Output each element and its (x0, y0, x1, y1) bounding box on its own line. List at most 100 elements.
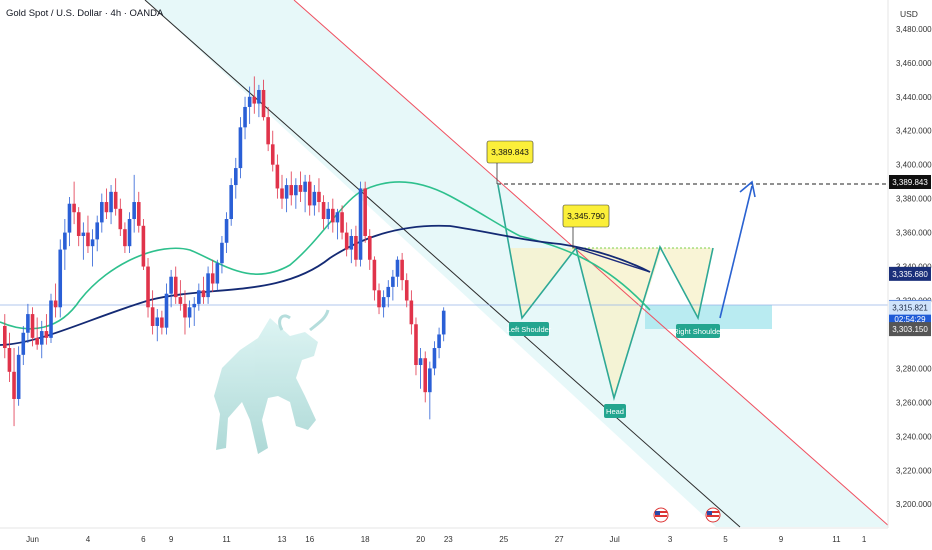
candle-body (238, 127, 243, 169)
candle (349, 229, 354, 264)
candle-body (187, 307, 192, 318)
candle-body (354, 235, 358, 260)
candle (109, 185, 113, 225)
candle (127, 212, 132, 253)
candle (234, 157, 238, 199)
candle (400, 252, 404, 291)
candle-body (377, 290, 381, 308)
price-axis[interactable] (888, 0, 932, 528)
candle-body (358, 188, 363, 260)
price-label-box (889, 300, 931, 315)
time-tick-label: 9 (779, 535, 784, 544)
candle (58, 239, 63, 318)
candle-body (72, 203, 76, 213)
candle (284, 178, 289, 213)
candle-body (326, 208, 330, 220)
candle (132, 174, 136, 233)
candle-body (123, 229, 127, 247)
candle-body (400, 259, 404, 281)
candle (26, 303, 30, 343)
candle (113, 178, 118, 216)
candle (123, 222, 127, 253)
candle (307, 174, 312, 216)
candle-body (220, 242, 224, 264)
candle (100, 193, 104, 233)
candle-body (428, 368, 432, 393)
time-tick-label: 27 (555, 535, 564, 544)
candle-body (150, 307, 155, 326)
candle-body (12, 371, 16, 399)
candle-body (234, 168, 238, 186)
candle (261, 79, 266, 121)
candle-body (395, 259, 400, 277)
candle (210, 259, 215, 293)
candle-body (224, 219, 229, 243)
candle-body (317, 191, 321, 203)
candle (173, 266, 178, 304)
price-label-box (889, 174, 931, 189)
candle (95, 215, 99, 252)
candle-body (16, 354, 21, 399)
candle (229, 178, 233, 226)
candle (298, 171, 303, 203)
candle-body (275, 164, 280, 189)
candle-body (312, 191, 317, 206)
us-flag-icon[interactable] (705, 507, 721, 523)
candle-body (210, 273, 215, 284)
candle-body (201, 290, 206, 298)
candle (206, 266, 210, 304)
price-label-text: 3,389.843 (892, 178, 928, 187)
chart-title: Gold Spot / U.S. Dollar · 4h · OANDA (6, 8, 164, 19)
us-flag-icon[interactable] (653, 507, 669, 523)
candle-body (418, 358, 423, 366)
price-label-box (889, 266, 931, 281)
price-tick-label: 3,200.000 (896, 500, 932, 509)
candle (160, 310, 164, 335)
price-label: 3,389.843 (889, 174, 931, 189)
candle-body (441, 310, 446, 335)
candle (294, 178, 298, 209)
candle (252, 76, 257, 114)
candle-body (307, 181, 312, 206)
candle (63, 219, 67, 270)
price-tick-label: 3,380.000 (896, 195, 932, 204)
ema-fast-line (0, 181, 651, 330)
price-label-text: 02:54:29 (894, 315, 926, 324)
candle (238, 117, 243, 179)
time-tick-label: 23 (444, 535, 453, 544)
candle-body (26, 314, 30, 333)
price-ticks: 3,480.000 3,460.000 3,440.000 3,420.000 3,40… (896, 25, 932, 509)
candle-body (437, 334, 441, 349)
candle (321, 195, 326, 230)
candle-body (53, 300, 58, 308)
candle-body (321, 202, 326, 220)
svg-text:Left Shoulder: Left Shoulder (507, 325, 552, 334)
candle-body (86, 232, 90, 247)
candle-body (363, 188, 367, 236)
price-label-box (889, 322, 931, 337)
candle-body (335, 212, 340, 223)
svg-text:3,345.790: 3,345.790 (567, 211, 605, 221)
price-label: 3,303.150 (889, 322, 931, 337)
currency-label: USD (900, 9, 918, 19)
time-tick-label: 4 (86, 535, 91, 544)
price-tick-label: 3,360.000 (896, 229, 932, 238)
callout-high: 3,389.843 (486, 140, 534, 184)
candle (220, 235, 224, 274)
candle (363, 181, 367, 243)
candle (418, 348, 423, 389)
candle-body (81, 232, 86, 236)
price-tick-label: 3,460.000 (896, 59, 932, 68)
candle (86, 215, 90, 253)
candle-body (423, 358, 428, 393)
time-tick-label: Jun (26, 535, 39, 544)
candle (395, 256, 400, 287)
candle-body (247, 96, 252, 107)
price-tick-label: 3,400.000 (896, 161, 932, 170)
candle (44, 314, 49, 345)
candle (197, 283, 201, 311)
candle-body (344, 232, 349, 250)
time-axis[interactable] (0, 528, 888, 550)
candle (358, 181, 363, 267)
